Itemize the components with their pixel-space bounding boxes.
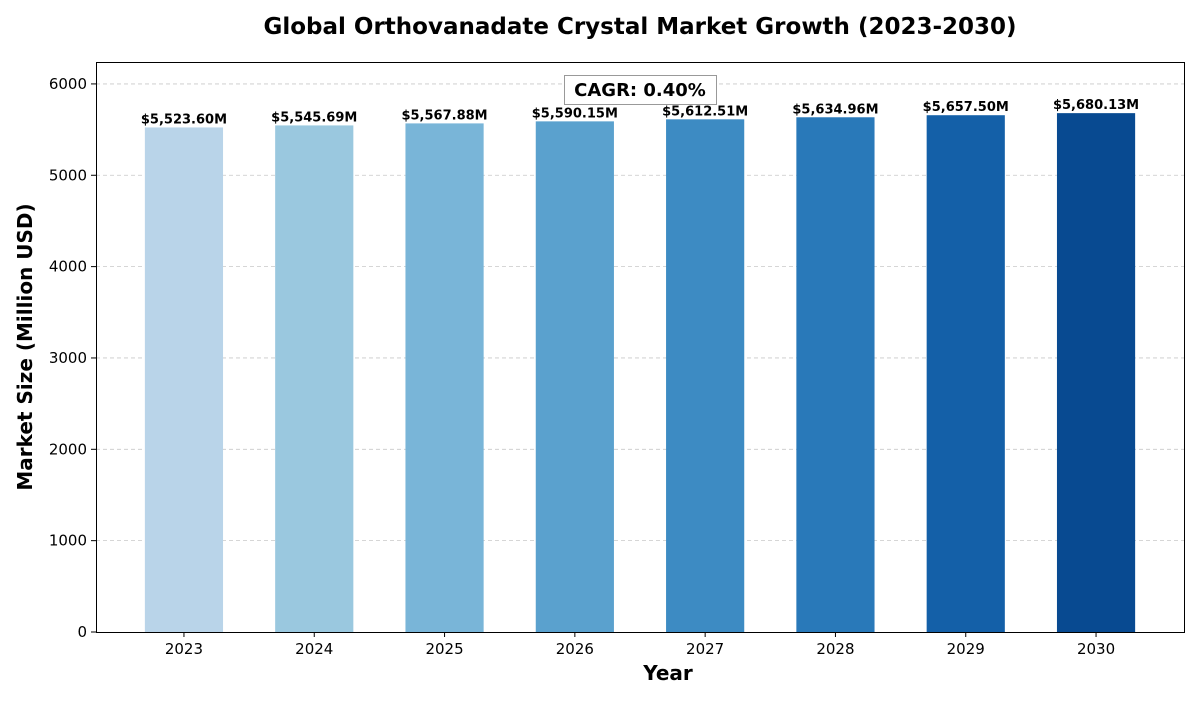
y-tick-label: 1000 <box>49 532 87 550</box>
chart-title: Global Orthovanadate Crystal Market Grow… <box>263 14 1016 40</box>
bar-value-label: $5,523.60M <box>141 112 227 127</box>
bar-value-label: $5,612.51M <box>662 104 748 119</box>
y-tick-label: 5000 <box>49 166 87 184</box>
bar <box>666 119 745 633</box>
x-tick-label: 2030 <box>1077 640 1115 658</box>
y-axis-label: Market Size (Million USD) <box>13 203 37 490</box>
x-axis-label: Year <box>642 661 693 685</box>
bar <box>1056 113 1136 632</box>
bar <box>926 115 1005 633</box>
bar <box>144 127 224 633</box>
cagr-annotation: CAGR: 0.40% <box>564 75 717 105</box>
x-tick-label: 2024 <box>295 640 333 658</box>
y-axis-ticks: 0 1000 2000 3000 4000 5000 6000 <box>49 75 96 641</box>
x-tick-label: 2023 <box>165 640 203 658</box>
data-labels: $5,523.60M $5,545.69M $5,567.88M $5,590.15M… <box>141 98 1139 127</box>
bar-value-label: $5,545.69M <box>271 110 357 125</box>
plot-frame <box>96 62 1185 633</box>
y-tick-label: 0 <box>77 623 87 641</box>
gridlines <box>96 83 1184 542</box>
y-tick-label: 2000 <box>49 440 87 458</box>
bar-value-label: $5,634.96M <box>792 102 878 117</box>
bar <box>405 123 484 633</box>
y-tick-label: 6000 <box>49 75 87 93</box>
x-axis-ticks: 2023 2024 2025 2026 2027 2028 2029 2030 <box>165 632 1115 658</box>
bar-value-label: $5,567.88M <box>401 108 487 123</box>
bars <box>144 113 1136 633</box>
y-tick-label: 4000 <box>49 258 87 276</box>
cagr-annotation-box <box>564 75 717 105</box>
x-tick-label: 2025 <box>425 640 463 658</box>
bar <box>796 117 875 633</box>
bar-value-label: $5,657.50M <box>923 100 1009 115</box>
bar-value-label: $5,680.13M <box>1053 98 1139 113</box>
x-tick-label: 2027 <box>686 640 724 658</box>
bar <box>275 125 354 632</box>
x-tick-label: 2028 <box>816 640 854 658</box>
x-tick-label: 2029 <box>947 640 985 658</box>
bar <box>535 121 614 632</box>
x-tick-label: 2026 <box>556 640 594 658</box>
y-tick-label: 3000 <box>49 349 87 367</box>
bar-value-label: $5,590.15M <box>532 106 618 121</box>
cagr-annotation-text: CAGR: 0.40% <box>574 80 706 101</box>
